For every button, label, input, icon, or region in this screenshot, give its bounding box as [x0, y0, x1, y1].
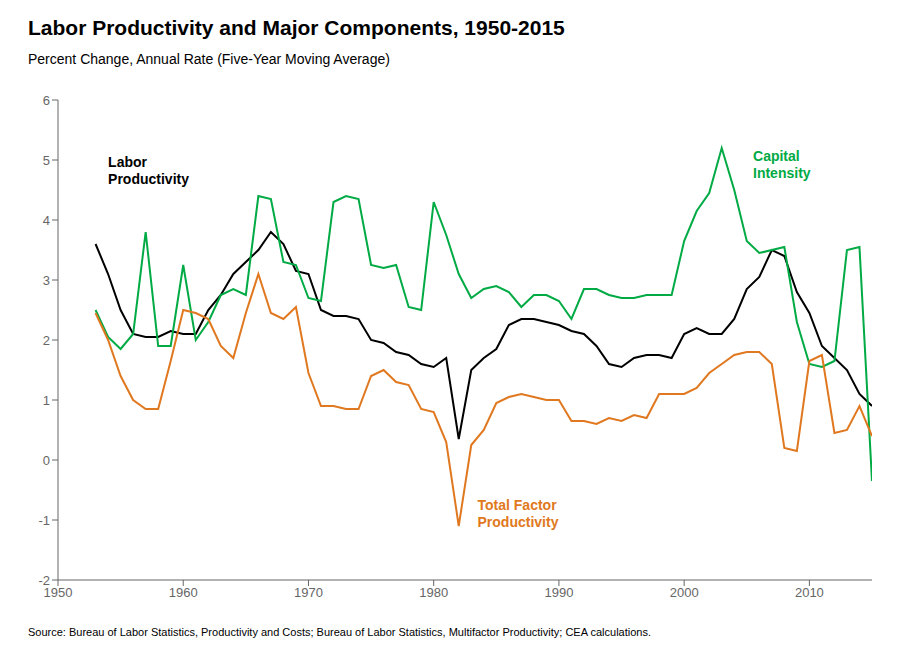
svg-text:1: 1 — [43, 393, 50, 408]
svg-text:1990: 1990 — [544, 585, 573, 600]
html-text:Labor Productivity and Major C: Labor Productivity and Major Components,… — [28, 16, 565, 39]
svg-text:4: 4 — [43, 213, 50, 228]
html-text:Percent Change, Annual Rate (F: Percent Change, Annual Rate (Five-Year M… — [28, 51, 390, 67]
svg-text:3: 3 — [43, 273, 50, 288]
svg-text:1960: 1960 — [169, 585, 198, 600]
svg-text:Total FactorProductivity: Total FactorProductivity — [478, 497, 559, 530]
svg-text:1980: 1980 — [419, 585, 448, 600]
svg-text:1950: 1950 — [43, 585, 73, 601]
svg-text:CapitalIntensity: CapitalIntensity — [753, 148, 811, 181]
svg-text:5: 5 — [43, 153, 50, 168]
svg-text:2: 2 — [43, 333, 50, 348]
svg-text:LaborProductivity: LaborProductivity — [108, 154, 189, 187]
svg-text:2000: 2000 — [670, 585, 699, 600]
svg-text:6: 6 — [43, 93, 50, 108]
svg-text:1970: 1970 — [294, 585, 323, 600]
svg-text:0: 0 — [43, 453, 50, 468]
svg-text:2010: 2010 — [795, 585, 824, 600]
html-text:Source: Bureau of Labor Statis: Source: Bureau of Labor Statistics, Prod… — [28, 626, 651, 638]
svg-text:-1: -1 — [38, 513, 50, 528]
svg-text:-2: -2 — [38, 573, 50, 588]
